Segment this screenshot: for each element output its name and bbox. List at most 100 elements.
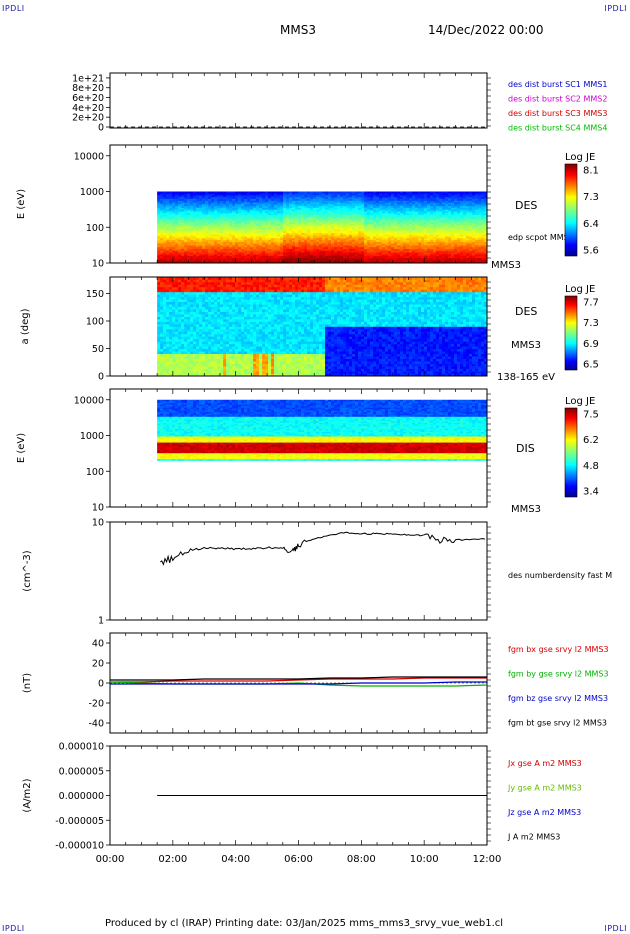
des-energy-panel-cell [226, 245, 230, 248]
des-energy-panel-cell [394, 204, 398, 207]
des-energy-panel-cell [400, 243, 404, 246]
des-energy-panel-cell [433, 191, 437, 194]
des-energy-panel-cell [388, 191, 392, 194]
des-energy-panel-cell [193, 248, 197, 251]
des-energy-panel-cell [415, 248, 419, 251]
des-energy-panel-cell [265, 200, 269, 203]
des-energy-panel-cell [364, 250, 368, 253]
des-pad-panel-cell [160, 341, 164, 345]
des-energy-panel-cell [331, 227, 335, 230]
des-energy-panel-cell [427, 236, 431, 239]
des-energy-panel-cell [451, 259, 455, 262]
des-pad-panel-cell [187, 314, 191, 317]
des-energy-panel-cell [271, 229, 275, 232]
des-energy-panel-cell [319, 252, 323, 255]
des-energy-panel-cell [424, 236, 428, 239]
des-energy-panel-cell [394, 252, 398, 255]
des-energy-panel-cell [424, 200, 428, 203]
des-energy-panel-cell [433, 214, 437, 217]
des-energy-panel-cell [376, 205, 380, 208]
des-energy-panel-cell [388, 214, 392, 217]
des-pad-panel-cell [169, 319, 173, 322]
des-pad-panel-cell [184, 296, 188, 300]
des-energy-panel-cell [361, 212, 365, 216]
des-energy-panel-cell [181, 220, 185, 223]
des-energy-panel-cell [466, 229, 470, 232]
des-energy-panel-cell [409, 229, 413, 232]
des-energy-panel-cell [481, 234, 485, 237]
des-energy-panel-cell [301, 245, 305, 248]
des-energy-panel-cell [328, 200, 332, 203]
des-energy-panel-cell [334, 252, 338, 255]
des-energy-panel-cell [325, 245, 329, 248]
des-energy-panel-cell [214, 196, 218, 199]
des-energy-panel-cell [196, 236, 200, 239]
des-energy-panel-cell [388, 255, 392, 258]
des-energy-panel-cell [400, 198, 404, 201]
des-energy-panel-cell [340, 212, 344, 216]
des-energy-panel-cell [475, 261, 479, 264]
des-energy-panel-cell [256, 204, 260, 207]
des-energy-panel-cell [367, 212, 371, 216]
des-energy-panel-cell [319, 230, 323, 233]
des-energy-panel-cell [370, 223, 374, 226]
des-energy-panel-cell [385, 218, 389, 221]
des-energy-panel-cell [376, 257, 380, 260]
des-energy-panel-cell [265, 236, 269, 239]
des-energy-panel-cell [430, 255, 434, 258]
des-energy-panel-cell [307, 220, 311, 223]
des-energy-panel-cell [421, 220, 425, 223]
des-pad-panel-cell [172, 326, 176, 330]
des-pad-panel-cell [166, 281, 170, 285]
des-energy-panel-cell [289, 248, 293, 251]
des-energy-panel-cell [187, 257, 191, 260]
des-energy-panel-cell [247, 218, 251, 221]
des-pad-panel-cell [160, 373, 164, 377]
des-energy-panel-cell [430, 259, 434, 262]
des-energy-panel-cell [178, 245, 182, 248]
des-energy-panel-cell [379, 196, 383, 199]
des-pad-panel-cell [175, 343, 179, 347]
des-energy-panel-cell [337, 214, 341, 217]
des-energy-panel-cell [157, 214, 161, 217]
des-energy-panel-cell [244, 216, 248, 219]
des-energy-panel-cell [466, 237, 470, 241]
des-energy-panel-cell [199, 205, 203, 208]
des-energy-panel-cell [271, 220, 275, 223]
des-energy-panel-cell [160, 223, 164, 226]
des-energy-panel-cell [232, 252, 236, 255]
des-energy-panel-cell [163, 254, 167, 257]
des-energy-panel-cell [367, 204, 371, 207]
des-energy-panel-cell [166, 254, 170, 257]
des-energy-panel-cell [190, 193, 194, 196]
des-energy-panel-cell [313, 236, 317, 239]
des-energy-panel-cell [259, 198, 263, 201]
des-energy-panel-cell [472, 261, 476, 264]
des-energy-panel-cell [304, 216, 308, 219]
des-pad-panel-cell [184, 321, 188, 325]
des-energy-panel-cell [304, 198, 308, 201]
des-energy-panel-cell [355, 198, 359, 201]
des-energy-panel-cell [166, 214, 170, 217]
des-energy-panel-cell [259, 248, 263, 251]
des-energy-panel-cell [163, 248, 167, 251]
des-energy-panel-cell [337, 246, 341, 250]
des-energy-panel-cell [352, 257, 356, 260]
des-energy-panel-cell [211, 218, 215, 221]
des-energy-panel-cell [310, 250, 314, 253]
des-energy-panel-cell [349, 207, 353, 210]
des-energy-panel-cell [169, 236, 173, 239]
des-energy-panel-cell [409, 261, 413, 264]
des-energy-panel-cell [394, 246, 398, 250]
des-energy-panel-cell [214, 237, 218, 241]
des-energy-panel-cell [310, 225, 314, 228]
des-energy-panel-cell [166, 207, 170, 210]
des-energy-panel-cell [403, 209, 407, 212]
des-energy-panel-cell [352, 191, 356, 194]
des-energy-panel-cell [265, 248, 269, 251]
des-energy-panel-cell [157, 198, 161, 201]
des-energy-panel-cell [226, 261, 230, 264]
des-energy-panel-cell [451, 218, 455, 221]
des-energy-panel-cell [337, 237, 341, 241]
des-energy-panel-cell [478, 216, 482, 219]
